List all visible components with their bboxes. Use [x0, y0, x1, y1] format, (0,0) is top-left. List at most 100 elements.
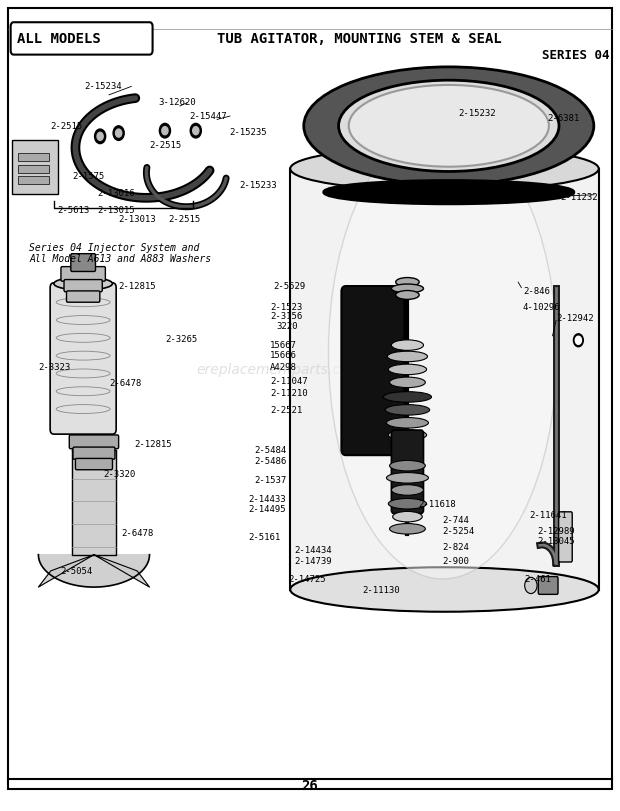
- Text: 2-5254: 2-5254: [443, 526, 475, 535]
- Ellipse shape: [329, 127, 557, 579]
- Text: 2-5484: 2-5484: [254, 445, 286, 454]
- Ellipse shape: [385, 406, 430, 415]
- Ellipse shape: [324, 182, 574, 204]
- Text: 2-900: 2-900: [443, 556, 469, 565]
- Ellipse shape: [389, 524, 425, 534]
- Text: 2-744: 2-744: [443, 516, 469, 525]
- Text: Series 04 Injector System and: Series 04 Injector System and: [29, 243, 200, 253]
- Text: 2-13015: 2-13015: [97, 205, 135, 214]
- Ellipse shape: [389, 378, 425, 388]
- FancyBboxPatch shape: [11, 24, 153, 55]
- FancyBboxPatch shape: [538, 577, 558, 594]
- Circle shape: [525, 577, 537, 594]
- FancyBboxPatch shape: [12, 141, 58, 195]
- Ellipse shape: [54, 278, 112, 290]
- Text: SERIES 04: SERIES 04: [541, 49, 609, 62]
- Text: 2-13013: 2-13013: [118, 215, 156, 224]
- Text: 2-14495: 2-14495: [248, 504, 286, 513]
- FancyBboxPatch shape: [76, 459, 112, 470]
- Ellipse shape: [339, 81, 559, 172]
- Text: 2-11232: 2-11232: [560, 192, 598, 201]
- Text: 2-11641: 2-11641: [529, 510, 567, 519]
- Text: 2-15447: 2-15447: [190, 112, 228, 121]
- Text: 2-11210: 2-11210: [270, 389, 308, 398]
- FancyBboxPatch shape: [71, 255, 95, 272]
- Circle shape: [113, 127, 124, 141]
- Text: 2-11618: 2-11618: [418, 500, 456, 508]
- Text: 2-6381: 2-6381: [547, 114, 580, 123]
- Text: 2-5161: 2-5161: [248, 532, 280, 541]
- FancyBboxPatch shape: [18, 154, 49, 162]
- Polygon shape: [73, 450, 115, 555]
- Text: 15667: 15667: [270, 341, 297, 350]
- FancyBboxPatch shape: [64, 281, 102, 292]
- FancyBboxPatch shape: [391, 431, 423, 514]
- Text: 26: 26: [301, 779, 318, 792]
- Text: 2-11130: 2-11130: [363, 586, 400, 594]
- Text: 2-14739: 2-14739: [294, 556, 332, 565]
- Text: 2-13045: 2-13045: [537, 537, 575, 546]
- Circle shape: [115, 130, 122, 138]
- Circle shape: [159, 124, 170, 139]
- Text: 2-1575: 2-1575: [73, 172, 105, 182]
- FancyBboxPatch shape: [66, 291, 100, 303]
- Ellipse shape: [388, 352, 428, 363]
- FancyBboxPatch shape: [559, 513, 572, 562]
- Text: 2-12815: 2-12815: [134, 440, 172, 448]
- Text: All Model A613 and A883 Washers: All Model A613 and A883 Washers: [29, 253, 211, 264]
- Text: 2-1537: 2-1537: [254, 475, 286, 484]
- Ellipse shape: [388, 499, 427, 509]
- Ellipse shape: [389, 461, 425, 471]
- Text: 2-2521: 2-2521: [270, 405, 302, 414]
- FancyBboxPatch shape: [61, 268, 105, 282]
- Text: 2-14433: 2-14433: [248, 494, 286, 503]
- Circle shape: [190, 124, 202, 139]
- Circle shape: [575, 337, 582, 345]
- Text: 2-15234: 2-15234: [85, 82, 122, 91]
- Ellipse shape: [391, 341, 423, 351]
- Text: 2-6478: 2-6478: [109, 379, 141, 388]
- Ellipse shape: [388, 365, 427, 375]
- Circle shape: [97, 133, 103, 141]
- Ellipse shape: [304, 68, 594, 186]
- Ellipse shape: [396, 291, 419, 300]
- Text: ALL MODELS: ALL MODELS: [17, 32, 100, 46]
- Text: 2-3320: 2-3320: [103, 470, 135, 478]
- Circle shape: [162, 127, 168, 135]
- Ellipse shape: [290, 148, 599, 191]
- Ellipse shape: [388, 430, 427, 440]
- Text: 2-5613: 2-5613: [57, 205, 89, 214]
- Polygon shape: [290, 169, 599, 590]
- Text: A4298: A4298: [270, 363, 297, 371]
- Text: 15666: 15666: [270, 351, 297, 360]
- Circle shape: [95, 130, 105, 144]
- Text: 2-14725: 2-14725: [288, 575, 326, 584]
- FancyBboxPatch shape: [73, 448, 115, 460]
- Text: 2-14434: 2-14434: [294, 545, 332, 554]
- Text: 2-5054: 2-5054: [60, 567, 92, 576]
- Ellipse shape: [386, 473, 428, 483]
- FancyBboxPatch shape: [69, 436, 118, 449]
- Text: 2-13016: 2-13016: [97, 188, 135, 197]
- Text: 2-2515: 2-2515: [168, 215, 200, 224]
- Text: 2-5486: 2-5486: [254, 456, 286, 465]
- Ellipse shape: [392, 512, 422, 522]
- Text: 2-2515: 2-2515: [149, 141, 182, 150]
- Text: 2-846: 2-846: [523, 286, 550, 295]
- FancyBboxPatch shape: [50, 284, 116, 435]
- Text: ereplacementparts.com: ereplacementparts.com: [196, 363, 362, 376]
- Text: 2-12989: 2-12989: [537, 526, 575, 535]
- Text: 2-824: 2-824: [443, 543, 469, 551]
- Ellipse shape: [383, 393, 432, 403]
- FancyBboxPatch shape: [7, 10, 613, 789]
- Text: 2-11047: 2-11047: [270, 377, 308, 386]
- Circle shape: [193, 127, 199, 135]
- FancyBboxPatch shape: [342, 287, 404, 456]
- Ellipse shape: [290, 568, 599, 612]
- FancyBboxPatch shape: [18, 177, 49, 185]
- Ellipse shape: [386, 418, 428, 428]
- Text: 2-15235: 2-15235: [230, 128, 267, 137]
- Text: TUB AGITATOR, MOUNTING STEM & SEAL: TUB AGITATOR, MOUNTING STEM & SEAL: [217, 32, 502, 46]
- Text: 2-2515: 2-2515: [51, 122, 83, 131]
- Text: 2-12942: 2-12942: [557, 314, 595, 323]
